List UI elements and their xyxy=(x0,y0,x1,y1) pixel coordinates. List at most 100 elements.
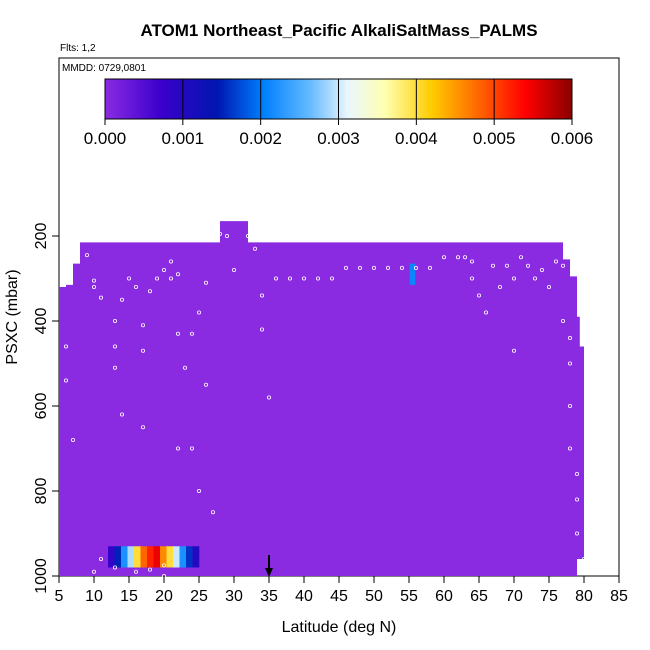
sample-point xyxy=(140,348,145,353)
colorbar-tick-label: 0.004 xyxy=(395,129,438,148)
sample-point xyxy=(140,323,145,328)
inset-bar-cell xyxy=(192,546,200,568)
sample-point xyxy=(540,267,545,272)
sample-point xyxy=(371,265,376,270)
sample-point xyxy=(133,284,138,289)
x-tick-label: 45 xyxy=(330,588,348,605)
colorbar-tick-label: 0.001 xyxy=(162,129,205,148)
sample-point xyxy=(140,425,145,430)
inset-bar-cell xyxy=(127,546,135,568)
sample-point xyxy=(399,265,404,270)
x-tick-label: 70 xyxy=(505,588,523,605)
sample-point xyxy=(161,563,166,568)
inset-bar-cell xyxy=(140,546,148,568)
sample-point xyxy=(92,278,97,283)
sample-point xyxy=(512,348,517,353)
x-tick-label: 10 xyxy=(85,588,103,605)
x-tick-label: 20 xyxy=(155,588,173,605)
sample-point xyxy=(575,531,580,536)
sample-point xyxy=(133,569,138,574)
sample-point xyxy=(154,276,159,281)
inset-bar-cell xyxy=(108,546,115,568)
sample-point xyxy=(497,233,502,238)
sample-point xyxy=(287,276,292,281)
sample-point xyxy=(329,276,334,281)
sample-point xyxy=(147,567,152,572)
sample-point xyxy=(273,276,278,281)
y-tick-label: 800 xyxy=(33,478,50,505)
sample-point xyxy=(490,263,495,268)
inset-bar-cell xyxy=(153,546,161,568)
sample-point xyxy=(252,246,257,251)
x-axis: 5 10 15 20 25 30 35 40 45 50 55 60 65 70 75 80 85 xyxy=(55,576,628,605)
sample-point xyxy=(196,488,201,493)
sample-point xyxy=(343,265,348,270)
sample-point xyxy=(512,276,517,281)
sample-point xyxy=(533,276,538,281)
inset-bar-cell xyxy=(147,546,154,568)
data-layer xyxy=(59,221,587,579)
sample-point xyxy=(161,267,166,272)
y-tick-label: 1000 xyxy=(33,558,50,594)
y-tick-label: 600 xyxy=(33,393,50,420)
sample-point xyxy=(127,276,132,281)
sample-point xyxy=(85,253,90,258)
inset-bar-cell xyxy=(114,546,122,568)
x-tick-label: 35 xyxy=(260,588,278,605)
sample-point xyxy=(182,365,187,370)
sample-point xyxy=(189,331,194,336)
sample-point xyxy=(217,231,222,236)
sample-point xyxy=(526,263,531,268)
sample-point xyxy=(413,265,418,270)
inset-bar-cell xyxy=(121,546,128,568)
sample-point xyxy=(266,395,271,400)
sample-point xyxy=(462,255,467,260)
inset-bar-cell xyxy=(166,546,174,568)
sample-point xyxy=(554,259,559,264)
colorbar-tick-label: 0.005 xyxy=(473,129,516,148)
sample-point xyxy=(168,276,173,281)
mmdd-label: MMDD: 0729,0801 xyxy=(62,63,146,74)
inset-bar-cell xyxy=(160,546,167,568)
x-tick-label: 50 xyxy=(365,588,383,605)
y-tick-label: 400 xyxy=(33,308,50,335)
x-tick-label: 30 xyxy=(225,588,243,605)
sample-point xyxy=(483,310,488,315)
x-tick-label: 60 xyxy=(435,588,453,605)
x-tick-label: 65 xyxy=(470,588,488,605)
sample-point xyxy=(568,335,573,340)
sample-point xyxy=(168,259,173,264)
x-tick-label: 15 xyxy=(120,588,138,605)
sample-point xyxy=(64,378,69,383)
sample-point xyxy=(476,293,481,298)
sample-point xyxy=(259,327,264,332)
sample-point xyxy=(245,233,250,238)
sample-point xyxy=(210,510,215,515)
sample-point xyxy=(259,293,264,298)
sample-point xyxy=(469,259,474,264)
y-axis: 200 400 600 800 1000 xyxy=(33,223,59,594)
x-tick-label: 55 xyxy=(400,588,418,605)
sample-point xyxy=(113,365,118,370)
sample-point xyxy=(441,255,446,260)
x-tick-label: 25 xyxy=(190,588,208,605)
sample-point xyxy=(175,272,180,277)
sample-point xyxy=(147,289,152,294)
sample-point xyxy=(224,233,229,238)
x-tick-label: 75 xyxy=(540,588,558,605)
sample-point xyxy=(196,310,201,315)
sample-point xyxy=(99,295,104,300)
x-tick-label: 5 xyxy=(55,588,64,605)
sample-point xyxy=(497,284,502,289)
colorbar-tick-label: 0.006 xyxy=(551,129,594,148)
sample-point xyxy=(504,263,509,268)
colorbar-ticks: 0.000 0.001 0.002 0.003 0.004 0.005 0.006 xyxy=(84,79,594,148)
sample-point xyxy=(315,276,320,281)
sample-point xyxy=(231,267,236,272)
sample-point xyxy=(582,557,587,562)
sample-point xyxy=(547,284,552,289)
sample-point xyxy=(385,265,390,270)
sample-point xyxy=(113,344,118,349)
inset-bar-cell xyxy=(179,546,187,568)
